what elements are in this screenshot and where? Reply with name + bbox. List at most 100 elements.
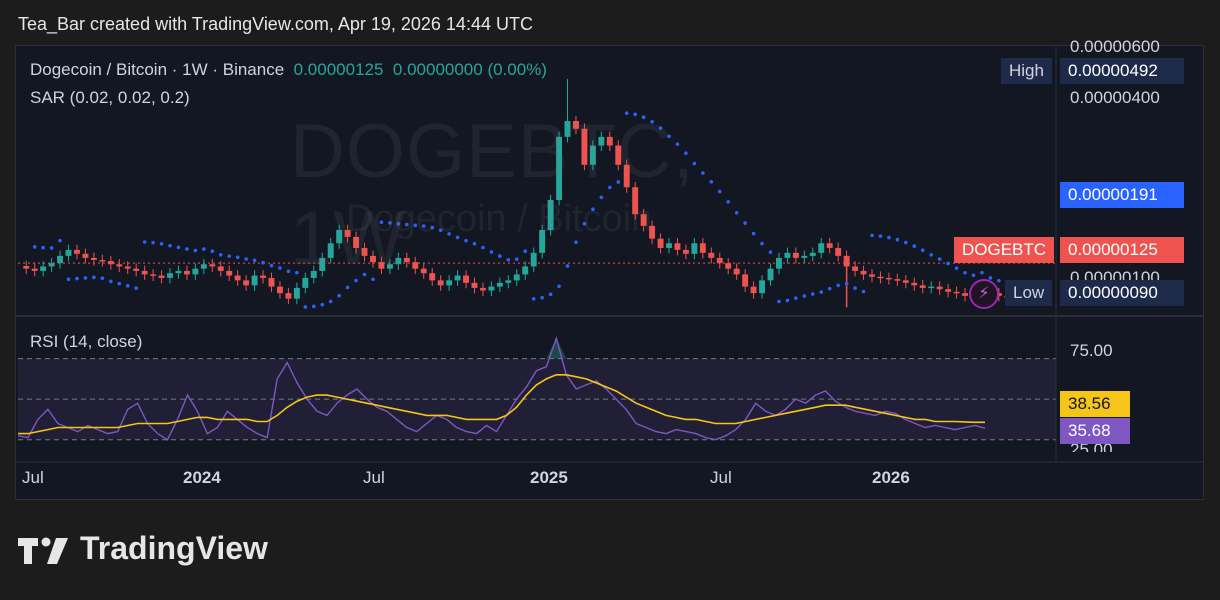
lightning-icon[interactable]: ⚡ bbox=[969, 279, 999, 309]
sar-dot bbox=[354, 278, 358, 283]
candle-body bbox=[877, 276, 884, 279]
candle bbox=[141, 265, 148, 280]
sar-dot bbox=[760, 241, 764, 246]
rsi-pane bbox=[17, 335, 1056, 441]
candle bbox=[547, 194, 554, 236]
sar-legend[interactable]: SAR (0.02, 0.02, 0.2) bbox=[30, 88, 190, 107]
candle bbox=[869, 269, 875, 283]
candle bbox=[463, 270, 469, 289]
candle-body bbox=[327, 243, 334, 258]
sar-dot bbox=[421, 224, 426, 228]
candle-body bbox=[74, 249, 80, 254]
candle bbox=[133, 263, 140, 277]
candle-body bbox=[530, 252, 537, 267]
candle bbox=[74, 244, 80, 260]
sar-dot bbox=[337, 293, 341, 298]
sar-dot bbox=[168, 243, 172, 248]
candle-body bbox=[835, 247, 842, 256]
candle-body bbox=[310, 270, 317, 278]
rsi-value-badge: 35.68 bbox=[1060, 418, 1130, 444]
candle bbox=[293, 282, 300, 305]
last-price-badge: 0.00000125 bbox=[1060, 237, 1184, 263]
price-change: 0.00000000 (0.00%) bbox=[392, 60, 547, 79]
candle bbox=[945, 283, 952, 298]
candle-body bbox=[505, 280, 512, 283]
low-label-badge: Low bbox=[1005, 280, 1053, 306]
sar-dot bbox=[633, 112, 637, 117]
candle-body bbox=[708, 252, 715, 258]
rsi-legend[interactable]: RSI (14, close) bbox=[30, 332, 143, 351]
candle bbox=[243, 275, 250, 291]
candle-body bbox=[437, 280, 444, 286]
sar-dot bbox=[582, 222, 587, 226]
candle bbox=[420, 263, 427, 279]
candle bbox=[57, 250, 64, 269]
sar-dot bbox=[345, 285, 350, 290]
time-label-2025: 2025 bbox=[530, 468, 568, 487]
candle bbox=[623, 159, 630, 193]
sar-dot bbox=[489, 250, 494, 254]
candle-body bbox=[539, 230, 546, 253]
candle bbox=[395, 252, 402, 270]
time-label-2024: 2024 bbox=[183, 468, 221, 487]
candle-body bbox=[183, 270, 190, 275]
watermark-ticker: DOGEBTC, 1W bbox=[290, 109, 695, 281]
sar-dot bbox=[151, 240, 155, 245]
candle-body bbox=[403, 257, 410, 263]
candle-body bbox=[742, 274, 749, 287]
sar-dot bbox=[726, 200, 731, 204]
sar-dot bbox=[218, 253, 223, 257]
candle bbox=[750, 281, 757, 299]
sar-dot bbox=[709, 180, 714, 184]
candle bbox=[251, 270, 258, 291]
candle bbox=[657, 233, 664, 254]
candle bbox=[378, 256, 385, 275]
sar-dot bbox=[624, 111, 629, 116]
candle-body bbox=[48, 263, 55, 267]
candle-body bbox=[953, 291, 960, 294]
sar-dot bbox=[616, 180, 621, 184]
chart-frame[interactable] bbox=[15, 45, 1204, 500]
symbol-legend[interactable]: Dogecoin / Bitcoin · 1W · Binance 0.0000… bbox=[30, 60, 547, 80]
sar-dot bbox=[472, 241, 477, 246]
sar-dot bbox=[912, 244, 917, 248]
sar-dot bbox=[244, 257, 248, 261]
sar-dot bbox=[278, 266, 282, 270]
candle-body bbox=[107, 261, 114, 265]
sar-dot bbox=[58, 238, 62, 243]
candle-body bbox=[276, 286, 283, 294]
candle-body bbox=[733, 268, 740, 275]
sar-dot bbox=[565, 264, 570, 268]
candle-body bbox=[919, 285, 926, 288]
candle bbox=[894, 273, 901, 286]
tradingview-logo[interactable]: TradingView bbox=[18, 530, 268, 567]
candle bbox=[826, 237, 833, 254]
candle bbox=[260, 270, 267, 284]
candle-body bbox=[420, 268, 427, 274]
candle bbox=[412, 256, 419, 275]
candle bbox=[200, 258, 207, 275]
candle bbox=[674, 237, 681, 256]
rsi-line bbox=[17, 335, 986, 441]
candle-body bbox=[894, 279, 901, 281]
candle-body bbox=[945, 289, 952, 292]
sar-dot bbox=[954, 266, 959, 270]
candle bbox=[640, 208, 647, 232]
candle bbox=[479, 282, 486, 296]
candle-body bbox=[150, 274, 157, 276]
sar-dot bbox=[701, 171, 705, 175]
candle-body bbox=[513, 274, 520, 281]
candle bbox=[454, 270, 461, 286]
candle-body bbox=[471, 282, 478, 288]
candle-body bbox=[860, 270, 867, 275]
candle-body bbox=[852, 266, 859, 271]
sar-dot bbox=[937, 257, 942, 261]
sar-dot bbox=[176, 245, 181, 250]
high-value-badge: 0.00000492 bbox=[1060, 58, 1184, 84]
candle-body bbox=[336, 230, 343, 244]
candle-body bbox=[809, 252, 816, 256]
symbol-price-badge: DOGEBTC bbox=[954, 237, 1055, 263]
candle bbox=[31, 263, 38, 277]
sar-dot bbox=[109, 279, 113, 284]
